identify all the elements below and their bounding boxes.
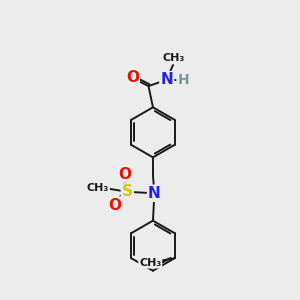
Text: H: H <box>178 73 189 87</box>
Text: N: N <box>160 72 173 87</box>
Text: CH₃: CH₃ <box>139 258 161 268</box>
Text: O: O <box>118 167 131 182</box>
Text: N: N <box>148 186 161 201</box>
Text: O: O <box>126 70 139 86</box>
Text: CH₃: CH₃ <box>162 53 184 63</box>
Text: O: O <box>109 198 122 213</box>
Text: S: S <box>122 184 133 199</box>
Text: CH₃: CH₃ <box>87 183 109 193</box>
